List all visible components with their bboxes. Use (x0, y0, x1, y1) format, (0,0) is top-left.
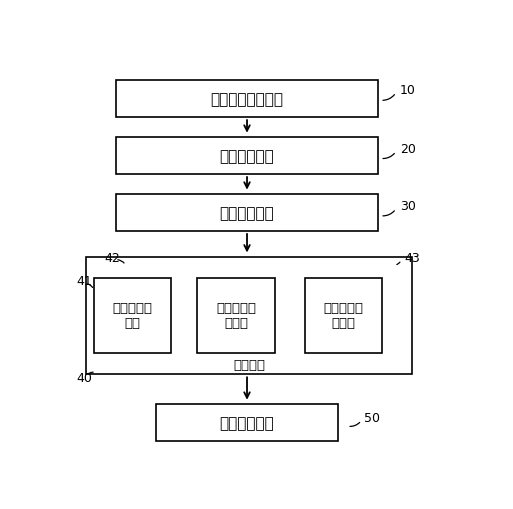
Text: 40: 40 (76, 371, 92, 384)
Text: 43: 43 (404, 251, 420, 264)
Text: 第一充电平台: 第一充电平台 (220, 149, 274, 163)
Text: 无人机群: 无人机群 (233, 358, 265, 371)
Text: 20: 20 (400, 143, 416, 156)
Text: 50: 50 (364, 411, 380, 424)
FancyBboxPatch shape (116, 194, 378, 232)
FancyBboxPatch shape (116, 137, 378, 175)
Text: 视频直播无
人机组: 视频直播无 人机组 (216, 302, 256, 330)
Text: 30: 30 (400, 200, 416, 213)
Text: 信息处理模块: 信息处理模块 (220, 206, 274, 220)
FancyBboxPatch shape (198, 278, 275, 353)
Text: 42: 42 (104, 251, 120, 264)
FancyBboxPatch shape (155, 404, 339, 441)
Text: 10: 10 (400, 84, 416, 97)
Text: 信号灯无人
机组: 信号灯无人 机组 (113, 302, 153, 330)
FancyBboxPatch shape (305, 278, 382, 353)
Text: 信息发布无
人机组: 信息发布无 人机组 (323, 302, 363, 330)
FancyBboxPatch shape (86, 257, 412, 375)
FancyBboxPatch shape (94, 278, 171, 353)
Text: 41: 41 (76, 275, 92, 288)
Text: 第二充电平台: 第二充电平台 (220, 415, 274, 430)
Text: 离网光伏发电系统: 离网光伏发电系统 (210, 92, 284, 107)
FancyBboxPatch shape (116, 80, 378, 118)
